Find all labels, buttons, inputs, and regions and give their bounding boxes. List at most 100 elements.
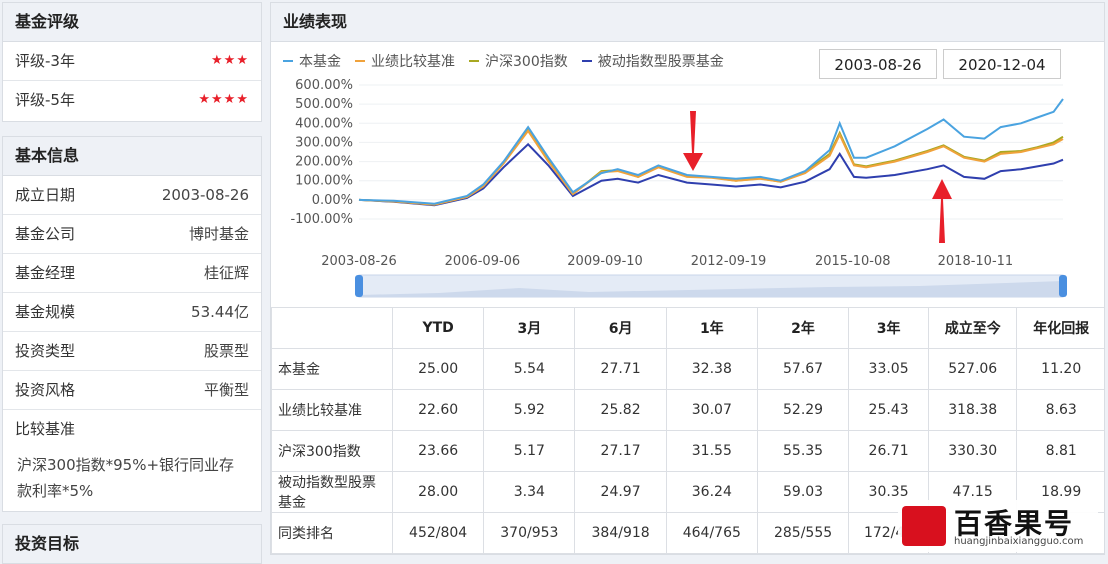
info-label: 投资风格 bbox=[15, 381, 76, 399]
x-tick-label: 2006-09-06 bbox=[445, 254, 521, 269]
legend-swatch bbox=[469, 60, 479, 62]
table-cell: 26.71 bbox=[848, 430, 929, 472]
table-cell: 24.97 bbox=[574, 471, 667, 513]
table-cell: 27.17 bbox=[574, 430, 667, 472]
info-value[interactable]: 博时基金 bbox=[188, 225, 249, 243]
y-tick-label: 300.00% bbox=[295, 135, 353, 150]
info-row-benchmark-label: 比较基准 bbox=[3, 410, 261, 448]
table-header-cell: YTD bbox=[391, 307, 485, 349]
table-cell: 5.54 bbox=[483, 348, 576, 390]
info-row-manager: 基金经理 桂征辉 bbox=[3, 254, 261, 293]
watermark-brand: 百香果号 bbox=[954, 507, 1075, 540]
y-tick-label: 0.00% bbox=[312, 193, 353, 208]
table-cell: 3.34 bbox=[483, 471, 576, 513]
y-tick-label: 500.00% bbox=[295, 97, 353, 112]
table-header-cell: 3月 bbox=[483, 307, 576, 349]
series-line-2 bbox=[358, 127, 1064, 206]
legend-label: 业绩比较基准 bbox=[371, 54, 455, 70]
fund-rating-title: 基金评级 bbox=[3, 3, 261, 42]
brand-logo-icon bbox=[902, 506, 946, 546]
x-tick-label: 2003-08-26 bbox=[321, 254, 397, 269]
performance-panel: 业绩表现 本基金 业绩比较基准 沪深300指数 被动指数型股票基金 2003-0… bbox=[270, 2, 1105, 555]
table-cell: 8.81 bbox=[1016, 430, 1104, 472]
table-cell: 31.55 bbox=[665, 430, 758, 472]
table-cell: 52.29 bbox=[756, 389, 850, 431]
legend-item-benchmark[interactable]: 业绩比较基准 bbox=[355, 51, 455, 71]
rating-3y-stars: ★★★ bbox=[211, 53, 249, 68]
info-value: 平衡型 bbox=[203, 381, 249, 399]
y-tick-label: 200.00% bbox=[295, 155, 353, 170]
returns-table: YTD 3月 6月 1年 2年 3年 成立至今 年化回报 本基金 25.00 5.54 27.71 3… bbox=[271, 307, 1104, 554]
info-row-type: 投资类型 股票型 bbox=[3, 332, 261, 371]
table-cell: 384/918 bbox=[574, 512, 667, 554]
table-cell: 57.67 bbox=[756, 348, 850, 390]
x-tick-label: 2018-10-11 bbox=[938, 254, 1014, 269]
row-label: 业绩比较基准 bbox=[271, 389, 393, 431]
table-row: 本基金 25.00 5.54 27.71 32.38 57.67 33.05 527.06 11… bbox=[271, 348, 1104, 390]
annotation-arrow-down bbox=[683, 111, 703, 171]
legend-label: 本基金 bbox=[299, 54, 341, 70]
info-row-size: 基金规模 53.44亿 bbox=[3, 293, 261, 332]
rating-3y-label: 评级-3年 bbox=[15, 52, 75, 70]
series-line-1 bbox=[358, 129, 1064, 206]
x-tick-label: 2015-10-08 bbox=[815, 254, 891, 269]
table-header-cell: 成立至今 bbox=[927, 307, 1018, 349]
performance-title: 业绩表现 bbox=[271, 3, 1104, 42]
table-cell: 285/555 bbox=[756, 512, 850, 554]
info-label: 基金规模 bbox=[15, 303, 76, 321]
start-date-input[interactable]: 2003-08-26 bbox=[819, 49, 937, 79]
table-cell: 330.30 bbox=[927, 430, 1018, 472]
y-tick-label: -100.00% bbox=[290, 212, 353, 227]
info-label: 成立日期 bbox=[15, 186, 76, 204]
legend-swatch bbox=[283, 60, 293, 62]
table-cell: 22.60 bbox=[391, 389, 485, 431]
table-cell: 27.71 bbox=[574, 348, 667, 390]
info-row-company: 基金公司 博时基金 bbox=[3, 215, 261, 254]
range-handle-right[interactable] bbox=[1059, 275, 1067, 297]
legend-item-csi300[interactable]: 沪深300指数 bbox=[469, 51, 568, 71]
legend-label: 被动指数型股票基金 bbox=[597, 54, 724, 70]
rating-5y-row: 评级-5年 ★★★★ bbox=[3, 81, 261, 119]
table-cell: 25.00 bbox=[391, 348, 485, 390]
watermark: 百香果号 huangjinbaixiangguo.com bbox=[898, 500, 1098, 552]
table-cell: 32.38 bbox=[665, 348, 758, 390]
x-tick-label: 2009-09-10 bbox=[567, 254, 643, 269]
info-value[interactable]: 桂征辉 bbox=[203, 264, 249, 282]
table-cell: 370/953 bbox=[483, 512, 576, 554]
table-cell: 5.92 bbox=[483, 389, 576, 431]
row-label: 被动指数型股票基金 bbox=[271, 471, 393, 513]
row-label: 本基金 bbox=[271, 348, 393, 390]
table-cell: 28.00 bbox=[391, 471, 485, 513]
table-cell: 36.24 bbox=[665, 471, 758, 513]
info-value: 2003-08-26 bbox=[161, 186, 249, 204]
table-cell: 527.06 bbox=[927, 348, 1018, 390]
watermark-url: huangjinbaixiangguo.com bbox=[954, 536, 1084, 547]
table-cell: 33.05 bbox=[848, 348, 929, 390]
range-handle-left[interactable] bbox=[355, 275, 363, 297]
benchmark-value: 沪深300指数*95%+银行同业存款利率*5% bbox=[17, 456, 235, 500]
rating-5y-label: 评级-5年 bbox=[15, 91, 75, 109]
navigator-area bbox=[359, 281, 1063, 297]
table-cell: 11.20 bbox=[1016, 348, 1104, 390]
y-tick-label: 600.00% bbox=[295, 78, 353, 93]
info-row-established: 成立日期 2003-08-26 bbox=[3, 176, 261, 215]
table-header-cell: 2年 bbox=[756, 307, 850, 349]
info-value: 股票型 bbox=[203, 342, 249, 360]
chart-legend: 本基金 业绩比较基准 沪深300指数 被动指数型股票基金 bbox=[283, 51, 738, 71]
performance-chart: 600.00% 500.00% 400.00% 300.00% 200.00% 100.0… bbox=[290, 78, 1067, 298]
table-cell: 23.66 bbox=[391, 430, 485, 472]
benchmark-label: 比较基准 bbox=[15, 420, 76, 438]
legend-item-index-funds[interactable]: 被动指数型股票基金 bbox=[581, 51, 724, 71]
rating-5y-stars: ★★★★ bbox=[198, 92, 249, 107]
info-label: 基金公司 bbox=[15, 225, 76, 243]
end-date-input[interactable]: 2020-12-04 bbox=[943, 49, 1061, 79]
annotation-arrow-up bbox=[932, 179, 952, 243]
rating-3y-row: 评级-3年 ★★★ bbox=[3, 42, 261, 81]
basic-info-title: 基本信息 bbox=[3, 137, 261, 176]
legend-item-fund[interactable]: 本基金 bbox=[283, 51, 341, 71]
fund-rating-panel: 基金评级 评级-3年 ★★★ 评级-5年 ★★★★ bbox=[2, 2, 262, 122]
table-cell: 318.38 bbox=[927, 389, 1018, 431]
table-corner-cell bbox=[271, 307, 393, 349]
y-tick-label: 400.00% bbox=[295, 116, 353, 131]
x-tick-label: 2012-09-19 bbox=[691, 254, 767, 269]
